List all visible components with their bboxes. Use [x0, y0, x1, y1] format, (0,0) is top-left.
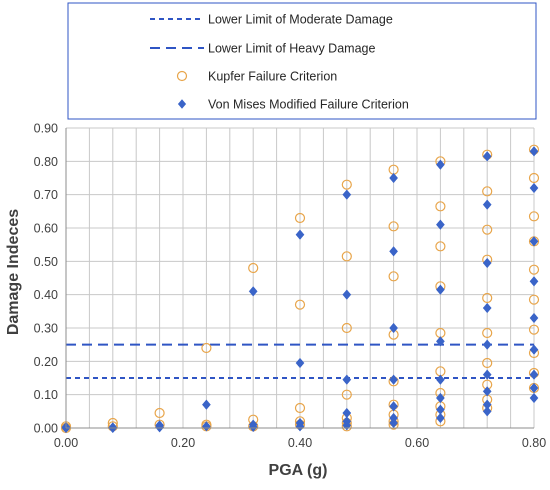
von-mises-point: [389, 322, 399, 334]
von-mises-point: [248, 286, 258, 297]
y-tick-label: 0.70: [34, 188, 58, 202]
kupfer-point: [294, 402, 306, 414]
x-tick-label: 0.00: [54, 436, 78, 450]
axes: 0.00 0.10 0.20 0.30 0.40 0.50 0.60 0.70 0.80 0.90…: [34, 122, 547, 451]
von-mises-point: [389, 172, 399, 184]
kupfer-point: [154, 407, 165, 419]
kupfer-point: [294, 299, 306, 310]
kupfer-point: [482, 186, 493, 197]
von-mises-point: [435, 159, 445, 170]
y-tick-label: 0.50: [34, 255, 58, 269]
y-tick-label: 0.40: [34, 288, 58, 302]
von-mises-point: [342, 189, 352, 200]
kupfer-point: [341, 322, 352, 334]
von-mises-point: [529, 146, 539, 157]
grid: [65, 127, 535, 429]
legend-box: [67, 2, 537, 120]
von-mises-point: [295, 357, 305, 369]
legend-kupfer-swatch: [176, 70, 188, 82]
x-tick-label: 0.20: [171, 436, 195, 450]
von-mises-point: [342, 374, 352, 385]
kupfer-point: [248, 262, 259, 274]
von-mises-point: [482, 199, 492, 210]
kupfer-point: [482, 327, 493, 339]
von-mises-point: [295, 421, 305, 432]
von-mises-point: [248, 421, 258, 433]
von-mises-point: [201, 421, 211, 432]
y-tick-label: 0.20: [34, 355, 58, 369]
threshold-lines: [66, 343, 534, 379]
von-mises-point: [389, 401, 399, 412]
von-mises-point: [435, 284, 445, 295]
kupfer-point: [482, 292, 493, 304]
y-tick-label: 0.30: [34, 322, 58, 336]
von-mises-point: [201, 399, 211, 410]
von-mises-point: [529, 369, 539, 380]
kupfer-point: [294, 212, 306, 224]
von-mises-point: [435, 336, 445, 347]
kupfer-point: [528, 211, 540, 222]
kupfer-point: [435, 241, 446, 252]
kupfer-point: [528, 264, 540, 275]
kupfer-point: [201, 342, 212, 354]
kupfer-point: [528, 324, 540, 335]
von-mises-point: [482, 151, 492, 162]
von-mises-point: [482, 302, 492, 314]
von-mises-point: [529, 344, 539, 355]
von-mises-point: [529, 312, 539, 324]
y-tick-label: 0.10: [34, 388, 58, 402]
von-mises-point: [389, 246, 399, 257]
von-mises-point: [482, 339, 492, 350]
von-mises-point: [155, 422, 165, 433]
kupfer-point: [341, 389, 352, 400]
legend-kupfer-label: Kupfer Failure Criterion: [208, 70, 337, 84]
y-axis-title: Damage Indeces: [5, 209, 22, 335]
y-tick-label: 0.90: [34, 122, 58, 136]
legend-moderate-label: Lower Limit of Moderate Damage: [208, 13, 393, 27]
von-mises-point: [435, 219, 445, 230]
legend-von-mises-swatch: [177, 99, 187, 109]
kupfer-point: [388, 271, 399, 282]
von-mises-point: [482, 369, 492, 380]
von-mises-point: [529, 236, 539, 247]
von-mises-point: [389, 374, 399, 385]
von-mises-point: [342, 289, 352, 300]
kupfer-point: [388, 221, 399, 232]
von-mises-point: [435, 392, 445, 404]
von-mises-point: [529, 182, 539, 194]
von-mises-point: [482, 257, 492, 269]
legend-heavy-label: Lower Limit of Heavy Damage: [208, 42, 375, 56]
von-mises-point: [529, 382, 539, 394]
y-tick-label: 0.00: [34, 422, 58, 436]
kupfer-point: [435, 201, 446, 212]
x-tick-label: 0.80: [522, 436, 546, 450]
von-mises-point: [435, 412, 445, 424]
x-tick-label: 0.40: [288, 436, 312, 450]
von-mises-point: [529, 392, 539, 404]
von-mises-point: [482, 406, 492, 417]
kupfer-point: [528, 172, 540, 184]
kupfer-point: [528, 294, 540, 305]
x-axis-title: PGA (g): [269, 462, 328, 479]
von-mises-point: [482, 386, 492, 397]
y-tick-label: 0.80: [34, 155, 58, 169]
legend-von-mises-label: Von Mises Modified Failure Criterion: [208, 98, 409, 112]
y-tick-label: 0.60: [34, 222, 58, 236]
von-mises-point: [529, 276, 539, 287]
kupfer-point: [341, 251, 352, 262]
legend: Lower Limit of Moderate Damage Lower Limi…: [67, 2, 537, 120]
x-tick-label: 0.60: [405, 436, 429, 450]
kupfer-point: [482, 224, 493, 235]
kupfer-point: [482, 357, 493, 369]
von-mises-point: [435, 374, 445, 385]
von-mises-point: [295, 229, 305, 240]
kupfer-point: [341, 179, 352, 190]
